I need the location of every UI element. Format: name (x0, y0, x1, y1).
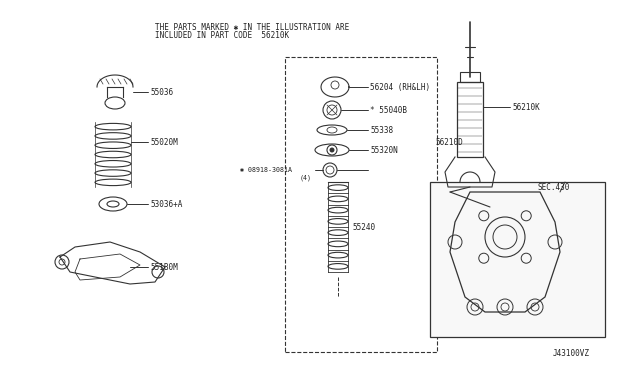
Bar (430, 182, 605, 337)
Text: 551B0M: 551B0M (150, 263, 178, 272)
Text: 55320N: 55320N (370, 145, 397, 154)
Text: 53036+A: 53036+A (150, 199, 182, 208)
Text: 55020M: 55020M (150, 138, 178, 147)
Text: 55338: 55338 (370, 125, 393, 135)
Text: 56210K: 56210K (512, 103, 540, 112)
Text: (4): (4) (300, 175, 312, 181)
Text: 55036: 55036 (150, 87, 173, 96)
Text: THE PARTS MARKED ✱ IN THE ILLUSTRATION ARE: THE PARTS MARKED ✱ IN THE ILLUSTRATION A… (155, 22, 349, 32)
Text: 56204 (RH&LH): 56204 (RH&LH) (370, 83, 430, 92)
Text: SEC.430: SEC.430 (538, 183, 570, 192)
Text: INCLUDED IN PART CODE  56210K: INCLUDED IN PART CODE 56210K (155, 31, 289, 39)
Text: * 55040B: * 55040B (370, 106, 407, 115)
Text: 56210D: 56210D (435, 138, 463, 147)
Bar (285, 57, 437, 352)
Text: ✱ 08918-3081A: ✱ 08918-3081A (240, 167, 292, 173)
Bar (457, 82, 483, 157)
Text: 55240: 55240 (352, 222, 375, 231)
Circle shape (330, 148, 335, 153)
Bar (460, 72, 480, 82)
Text: J43100VZ: J43100VZ (553, 350, 590, 359)
